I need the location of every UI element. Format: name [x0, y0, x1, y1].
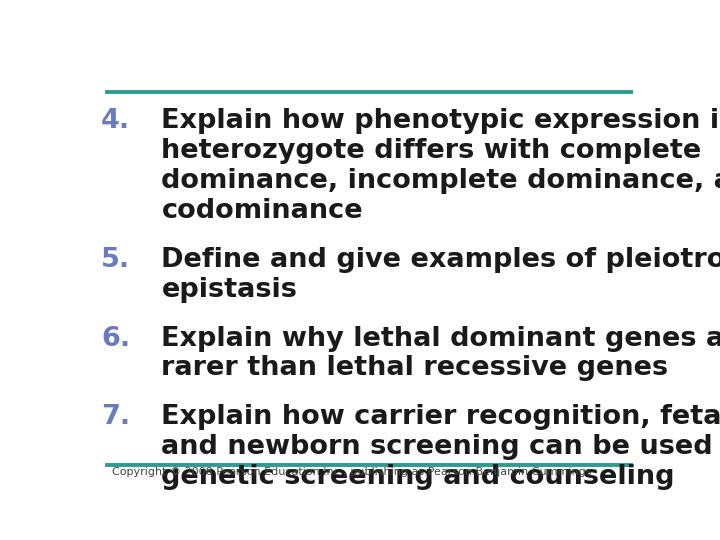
- Text: 4.: 4.: [101, 109, 130, 134]
- Text: heterozygote differs with complete: heterozygote differs with complete: [161, 138, 702, 164]
- Text: Explain how phenotypic expression in the: Explain how phenotypic expression in the: [161, 109, 720, 134]
- Text: Explain how carrier recognition, fetal testing,: Explain how carrier recognition, fetal t…: [161, 404, 720, 430]
- Text: Copyright © 2008 Pearson Education Inc., publishing as Pearson Benjamin Cummings: Copyright © 2008 Pearson Education Inc.,…: [112, 467, 592, 477]
- Text: rarer than lethal recessive genes: rarer than lethal recessive genes: [161, 355, 669, 381]
- Text: Define and give examples of pleiotropy and: Define and give examples of pleiotropy a…: [161, 247, 720, 273]
- Text: codominance: codominance: [161, 198, 363, 224]
- Text: epistasis: epistasis: [161, 277, 297, 303]
- Text: 7.: 7.: [101, 404, 130, 430]
- Text: dominance, incomplete dominance, and: dominance, incomplete dominance, and: [161, 168, 720, 194]
- Text: and newborn screening can be used in: and newborn screening can be used in: [161, 434, 720, 460]
- Text: Explain why lethal dominant genes are much: Explain why lethal dominant genes are mu…: [161, 326, 720, 352]
- Text: 5.: 5.: [101, 247, 130, 273]
- Text: 6.: 6.: [101, 326, 130, 352]
- Text: genetic screening and counseling: genetic screening and counseling: [161, 464, 675, 490]
